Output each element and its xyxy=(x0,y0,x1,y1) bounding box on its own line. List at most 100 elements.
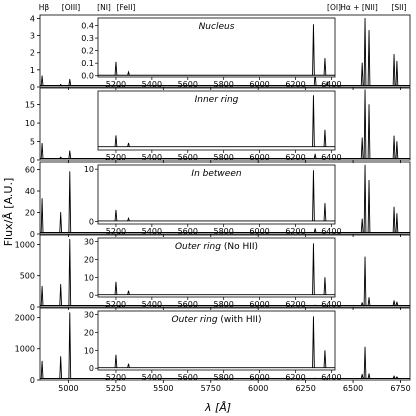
y-tick-label: 5 xyxy=(30,138,35,147)
inset-x-tick-label: 5400 xyxy=(142,153,162,162)
inset-x-tick-label: 5400 xyxy=(142,373,162,382)
inset-y-tick-label: 20 xyxy=(84,255,94,264)
y-tick-label: 2000 xyxy=(15,313,35,322)
spectrum-line xyxy=(40,238,410,308)
y-tick-label: 2 xyxy=(30,49,35,58)
line-label-5: Hα + [NII] xyxy=(340,3,378,12)
inset-x-tick-label: 5400 xyxy=(142,80,162,89)
line-label-1: [OIII] xyxy=(62,3,80,12)
inset-x-tick-label: 6400 xyxy=(321,80,341,89)
inset-x-tick-label: 6400 xyxy=(321,300,341,309)
inset-4: Outer ring (with HII) 0 10 20 30 5200 5400 5600… xyxy=(84,311,342,382)
inset-x-tick-label: 5800 xyxy=(214,300,234,309)
panel-title-main: Inner ring xyxy=(195,95,239,105)
y-tick-label: 0 xyxy=(30,376,35,385)
y-tick-label: 4 xyxy=(30,14,35,23)
spectrum-line xyxy=(40,164,410,234)
inset-y-tick-label: 0 xyxy=(89,364,94,373)
panel-3: 0 500 1000 Outer ring (No HII) 0 10 20 30 5200 54… xyxy=(15,234,411,312)
line-label-2: [NI] xyxy=(97,3,111,12)
inset-x-tick-label: 5400 xyxy=(142,300,162,309)
inset-x-tick-label: 6000 xyxy=(249,80,269,89)
panel-title-main: Nucleus xyxy=(199,22,235,32)
line-label-3: [FeII] xyxy=(117,3,136,12)
inset-0: Nucleus 0.0 0.1 0.2 0.3 0.4 5200 5400 5600 5800 60… xyxy=(81,17,342,89)
y-tick-label: 0 xyxy=(30,303,35,312)
inset-x-tick-label: 6000 xyxy=(249,227,269,236)
inset-x-tick-label: 6200 xyxy=(285,80,305,89)
y-axis-label: Flux/Å [A.U.] xyxy=(2,178,15,247)
panel-4: 0 1000 2000 Outer ring (with HII) 0 10 20 30 520… xyxy=(15,307,411,385)
inset-1: Inner ring 5200 5400 5600 5800 6000 6200 6400 xyxy=(97,90,342,162)
inset-x-tick-label: 6000 xyxy=(249,373,269,382)
inset-x-tick-label: 6000 xyxy=(249,300,269,309)
inset-frame xyxy=(97,237,336,298)
line-label-0: Hβ xyxy=(39,3,50,12)
panel-title-suffix: (with HII) xyxy=(218,315,262,325)
panel-frame xyxy=(39,14,411,88)
inset-y-tick-label: 0 xyxy=(89,217,94,226)
inset-x-tick-label: 5600 xyxy=(178,153,198,162)
inset-x-tick-label: 6400 xyxy=(321,373,341,382)
y-tick-label: 10 xyxy=(25,119,35,128)
x-tick-label: 6000 xyxy=(248,384,268,393)
y-tick-label: 15 xyxy=(25,101,35,110)
x-tick-label: 6750 xyxy=(390,384,410,393)
panel-0: 0 1 2 3 4 Nucleus 0.0 0.1 0.2 0.3 0.4 5200 5400 5600 5… xyxy=(30,14,411,92)
panel-title: Outer ring (No HII) xyxy=(175,242,258,252)
y-tick-label: 20 xyxy=(25,209,35,218)
y-tick-label: 500 xyxy=(20,272,35,281)
inset-frame xyxy=(97,164,336,225)
inset-x-tick-label: 5600 xyxy=(178,80,198,89)
inset-x-tick-label: 5200 xyxy=(106,227,126,236)
inset-3: Outer ring (No HII) 0 10 20 30 5200 5400 5600 58… xyxy=(84,238,342,309)
panel-1: 0 5 10 15 Inner ring 5200 5400 5600 5800 6000 6200… xyxy=(25,87,411,165)
y-tick-label: 0 xyxy=(30,156,35,165)
panel-frame xyxy=(39,161,411,235)
inset-spectrum-line xyxy=(98,243,335,296)
spectrum-line xyxy=(40,17,410,88)
inset-x-tick-label: 6200 xyxy=(285,227,305,236)
inset-x-tick-label: 5600 xyxy=(178,300,198,309)
inset-y-tick-label: 0.0 xyxy=(81,72,94,81)
inset-x-tick-label: 5600 xyxy=(178,373,198,382)
panel-2: 0 20 40 60 In between 0 10 5200 5400 5600 5800 6000… xyxy=(25,161,411,239)
inset-frame xyxy=(97,17,336,78)
x-tick-label: 6500 xyxy=(343,384,363,393)
inset-x-tick-label: 5200 xyxy=(106,300,126,309)
panel-title-main: In between xyxy=(191,169,241,179)
emission-line-labels: Hβ [OIII] [NI] [FeII] [OI] Hα + [NII] [SII] xyxy=(39,3,407,12)
inset-x-tick-label: 5400 xyxy=(142,227,162,236)
inset-y-tick-label: 30 xyxy=(84,311,94,320)
inset-frame xyxy=(97,90,336,151)
inset-frame xyxy=(97,310,336,371)
inset-y-tick-label: 0 xyxy=(89,291,94,300)
inset-y-tick-label: 10 xyxy=(84,346,94,355)
inset-x-tick-label: 5600 xyxy=(178,227,198,236)
y-tick-label: 40 xyxy=(25,187,35,196)
panel-title: Outer ring (with HII) xyxy=(172,315,262,325)
panel-title-main: Outer ring xyxy=(172,315,218,325)
spectrum-line xyxy=(40,89,410,161)
panel-title: Nucleus xyxy=(199,22,235,32)
inset-x-tick-label: 5200 xyxy=(106,373,126,382)
inset-y-tick-label: 20 xyxy=(84,328,94,337)
spectrum-line xyxy=(40,312,410,381)
inset-x-tick-label: 5800 xyxy=(214,373,234,382)
inset-x-tick-label: 6400 xyxy=(321,153,341,162)
inset-x-tick-label: 5800 xyxy=(214,227,234,236)
inset-x-tick-label: 5200 xyxy=(106,80,126,89)
y-tick-label: 1000 xyxy=(15,345,35,354)
x-tick-labels: 5000 5250 5500 5750 6000 6250 6500 6750 xyxy=(58,384,410,393)
inset-x-tick-label: 6000 xyxy=(249,153,269,162)
panel-title: Inner ring xyxy=(195,95,239,105)
inset-y-tick-label: 10 xyxy=(84,165,94,174)
y-tick-label: 0 xyxy=(30,230,35,239)
inset-y-tick-label: 0.4 xyxy=(81,22,94,31)
inset-y-tick-label: 10 xyxy=(84,273,94,282)
y-tick-label: 1000 xyxy=(15,240,35,249)
inset-y-tick-label: 0.2 xyxy=(81,47,94,56)
y-tick-label: 60 xyxy=(25,166,35,175)
x-tick-label: 5250 xyxy=(106,384,126,393)
